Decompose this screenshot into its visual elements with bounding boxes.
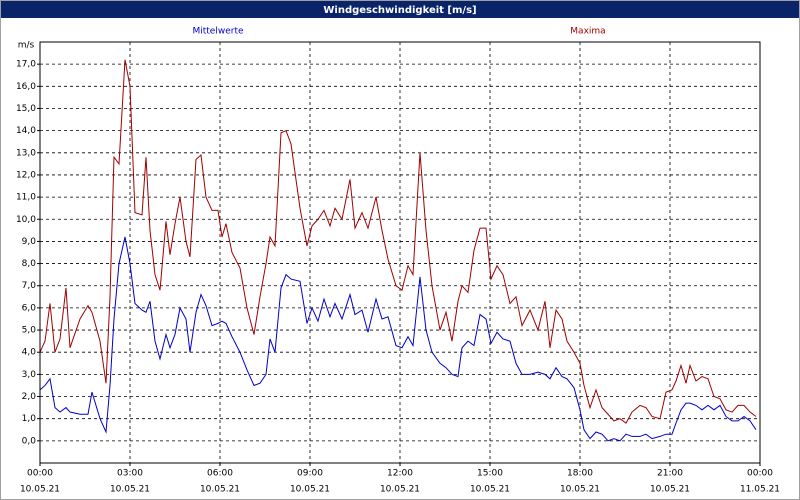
y-tick-label: 16,0 bbox=[16, 82, 36, 92]
x-tick-label: 00:00 bbox=[27, 469, 53, 479]
x-tick-date: 10.05.21 bbox=[560, 485, 600, 495]
data-line bbox=[39, 236, 757, 442]
y-axis-unit: m/s bbox=[18, 41, 35, 51]
x-tick-date: 11.05.21 bbox=[740, 485, 780, 495]
y-tick-label: 2,0 bbox=[22, 392, 37, 402]
x-tick-label: 00:00 bbox=[747, 469, 773, 479]
x-tick-label: 09:00 bbox=[297, 469, 323, 479]
y-tick-label: 6,0 bbox=[22, 303, 37, 313]
y-tick-label: 8,0 bbox=[22, 259, 37, 269]
plot-border bbox=[39, 41, 761, 464]
y-tick-label: 3,0 bbox=[22, 370, 37, 380]
data-line bbox=[39, 59, 757, 424]
y-tick-label: 17,0 bbox=[16, 60, 36, 70]
x-tick-date: 10.05.21 bbox=[290, 485, 330, 495]
y-tick-label: 9,0 bbox=[22, 237, 37, 247]
chart-title: Windgeschwindigkeit [m/s] bbox=[323, 5, 476, 16]
y-tick-label: 11,0 bbox=[16, 193, 36, 203]
y-tick-label: 12,0 bbox=[16, 170, 36, 180]
x-tick-label: 03:00 bbox=[117, 469, 143, 479]
y-tick-label: 13,0 bbox=[16, 148, 36, 158]
y-tick-label: 7,0 bbox=[22, 281, 37, 291]
x-tick-date: 10.05.21 bbox=[380, 485, 420, 495]
y-tick-label: 1,0 bbox=[22, 414, 37, 424]
y-tick-label: 15,0 bbox=[16, 104, 36, 114]
x-tick-label: 06:00 bbox=[207, 469, 233, 479]
x-tick-label: 15:00 bbox=[477, 469, 503, 479]
title-bar bbox=[1, 1, 799, 18]
x-tick-label: 12:00 bbox=[387, 469, 413, 479]
x-tick-date: 10.05.21 bbox=[650, 485, 690, 495]
legend-entry: Mittelwerte bbox=[192, 27, 243, 37]
x-tick-date: 10.05.21 bbox=[470, 485, 510, 495]
legend-entry: Maxima bbox=[570, 27, 605, 37]
x-tick-date: 10.05.21 bbox=[20, 485, 60, 495]
x-tick-date: 10.05.21 bbox=[110, 485, 150, 495]
x-tick-label: 18:00 bbox=[567, 469, 593, 479]
y-tick-label: 14,0 bbox=[16, 126, 36, 136]
y-tick-label: 10,0 bbox=[16, 215, 36, 225]
x-tick-label: 21:00 bbox=[657, 469, 683, 479]
y-tick-label: 4,0 bbox=[22, 348, 37, 358]
y-tick-label: 0,0 bbox=[22, 436, 37, 446]
y-tick-label: 5,0 bbox=[22, 326, 37, 336]
x-tick-date: 10.05.21 bbox=[200, 485, 240, 495]
